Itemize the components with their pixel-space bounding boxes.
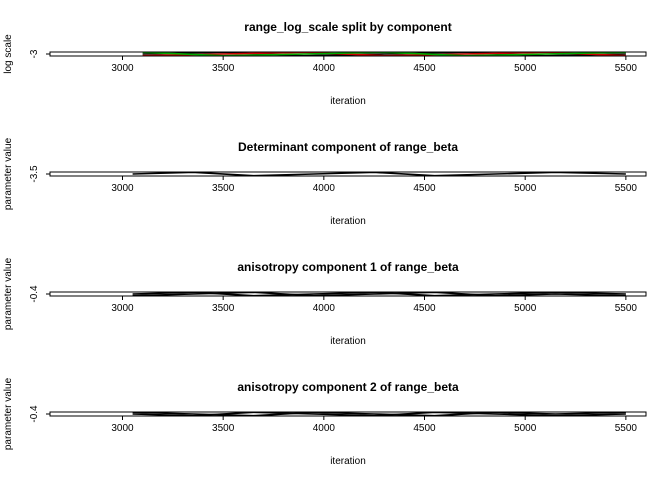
panel-3-ylabel: parameter value xyxy=(3,257,14,330)
panel-2-series-1-line xyxy=(132,171,626,177)
panel-4-xtick-label: 4000 xyxy=(313,423,336,434)
panel-1-xtick-label: 4500 xyxy=(413,63,436,74)
panel-2-xtick-label: 5000 xyxy=(514,183,537,194)
panel-4-xtick-label: 4500 xyxy=(413,423,436,434)
panel-1-xtick-label: 4000 xyxy=(313,63,336,74)
panel-1: range_log_scale split by component log s… xyxy=(3,20,647,107)
panel-2-xtick-label: 3000 xyxy=(111,183,134,194)
panel-3-xtick-label: 5000 xyxy=(514,303,537,314)
panel-4-series-2-line xyxy=(132,411,626,417)
panel-1-xtick-label: 3500 xyxy=(212,63,235,74)
panel-3-xtick-label: 4500 xyxy=(413,303,436,314)
panel-1-ytick-label: -3 xyxy=(29,49,40,58)
panel-4-marks: 3000 3500 4000 4500 5000 5500 -0.4 xyxy=(29,405,647,434)
panel-4-xtick-label: 5000 xyxy=(514,423,537,434)
panel-2: Determinant component of range_beta para… xyxy=(3,137,647,227)
panel-3-xtick-label: 5500 xyxy=(615,303,638,314)
panel-2-marks: 3000 3500 4000 4500 5000 5500 -3.5 xyxy=(29,165,647,194)
panel-2-xtick-label: 4500 xyxy=(413,183,436,194)
panel-2-xtick-label: 5500 xyxy=(615,183,638,194)
panel-4-xtick-label: 3000 xyxy=(111,423,134,434)
panel-1-xtick-label: 5500 xyxy=(615,63,638,74)
panel-4-ylabel: parameter value xyxy=(3,377,14,450)
panel-2-xtick-label: 3500 xyxy=(212,183,235,194)
panel-3-xtick-label: 4000 xyxy=(313,303,336,314)
panel-2-title: Determinant component of range_beta xyxy=(238,140,458,154)
panel-3-xtick-label: 3500 xyxy=(212,303,235,314)
panel-2-xtick-label: 4000 xyxy=(313,183,336,194)
panel-1-marks: 3000 3500 4000 4500 5000 5500 -3 xyxy=(29,49,647,74)
panel-1-xlabel: iteration xyxy=(330,96,366,107)
panel-1-xtick-label: 3000 xyxy=(111,63,134,74)
panel-4: anisotropy component 2 of range_beta par… xyxy=(3,377,647,467)
panel-4-xlabel: iteration xyxy=(330,456,366,467)
panel-3-marks: 3000 3500 4000 4500 5000 5500 -0.4 xyxy=(29,285,647,314)
panel-2-ytick-label: -3.5 xyxy=(29,165,40,183)
panel-4-title: anisotropy component 2 of range_beta xyxy=(237,380,459,394)
panel-1-xtick-label: 5000 xyxy=(514,63,537,74)
panel-3-xtick-label: 3000 xyxy=(111,303,134,314)
panel-1-title: range_log_scale split by component xyxy=(244,20,451,34)
panel-3-series-2-line xyxy=(132,291,626,297)
panel-4-xtick-label: 5500 xyxy=(615,423,638,434)
panel-3-xlabel: iteration xyxy=(330,336,366,347)
panel-2-ylabel: parameter value xyxy=(3,137,14,210)
panel-3-ytick-label: -0.4 xyxy=(29,285,40,303)
panel-1-ylabel: log scale xyxy=(3,34,14,74)
panel-3: anisotropy component 1 of range_beta par… xyxy=(3,257,647,347)
panel-2-xlabel: iteration xyxy=(330,216,366,227)
panel-4-ytick-label: -0.4 xyxy=(29,405,40,423)
panel-3-title: anisotropy component 1 of range_beta xyxy=(237,260,459,274)
panel-4-xtick-label: 3500 xyxy=(212,423,235,434)
